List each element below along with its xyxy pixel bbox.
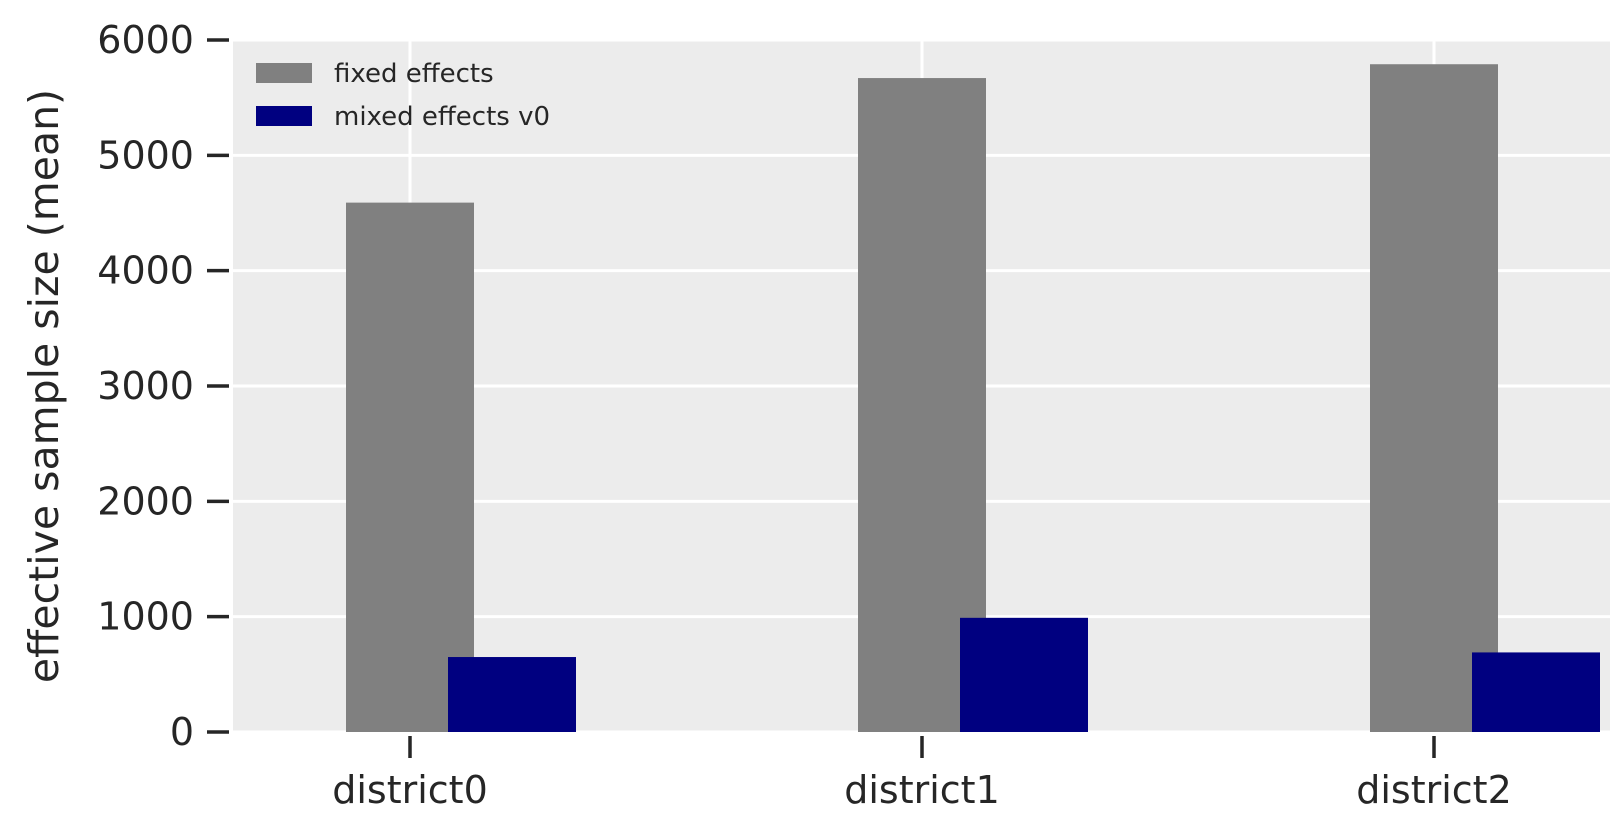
x-tick-label: district2 (1356, 768, 1512, 812)
bar-fixed-effects-district0 (346, 202, 474, 732)
legend-swatch (256, 106, 312, 126)
y-tick-label: 0 (170, 710, 194, 754)
bars (346, 64, 1600, 733)
y-tick-label: 4000 (97, 249, 194, 293)
x-tick-label: district0 (332, 768, 488, 812)
y-tick-label: 5000 (97, 133, 194, 177)
x-axis: district0 district1 district2 (332, 736, 1512, 812)
bar-mixed-effects-v0-district0 (448, 657, 576, 732)
y-axis: 0 1000 2000 3000 4000 5000 6000 (97, 18, 229, 754)
x-tick-label: district1 (844, 768, 1000, 812)
bar-mixed-effects-v0-district1 (960, 617, 1088, 732)
y-tick-label: 1000 (97, 595, 194, 639)
y-axis-title: effective sample size (mean) (20, 89, 68, 683)
legend-label: fixed effects (334, 59, 494, 89)
legend-label: mixed effects v0 (334, 102, 550, 132)
y-tick-label: 3000 (97, 364, 194, 408)
bar-mixed-effects-v0-district2 (1472, 652, 1600, 732)
y-tick-label: 6000 (97, 18, 194, 62)
bar-fixed-effects-district2 (1370, 64, 1498, 733)
legend-swatch (256, 63, 312, 83)
y-tick-label: 2000 (97, 479, 194, 523)
legend: fixed effects mixed effects v0 (256, 59, 550, 132)
